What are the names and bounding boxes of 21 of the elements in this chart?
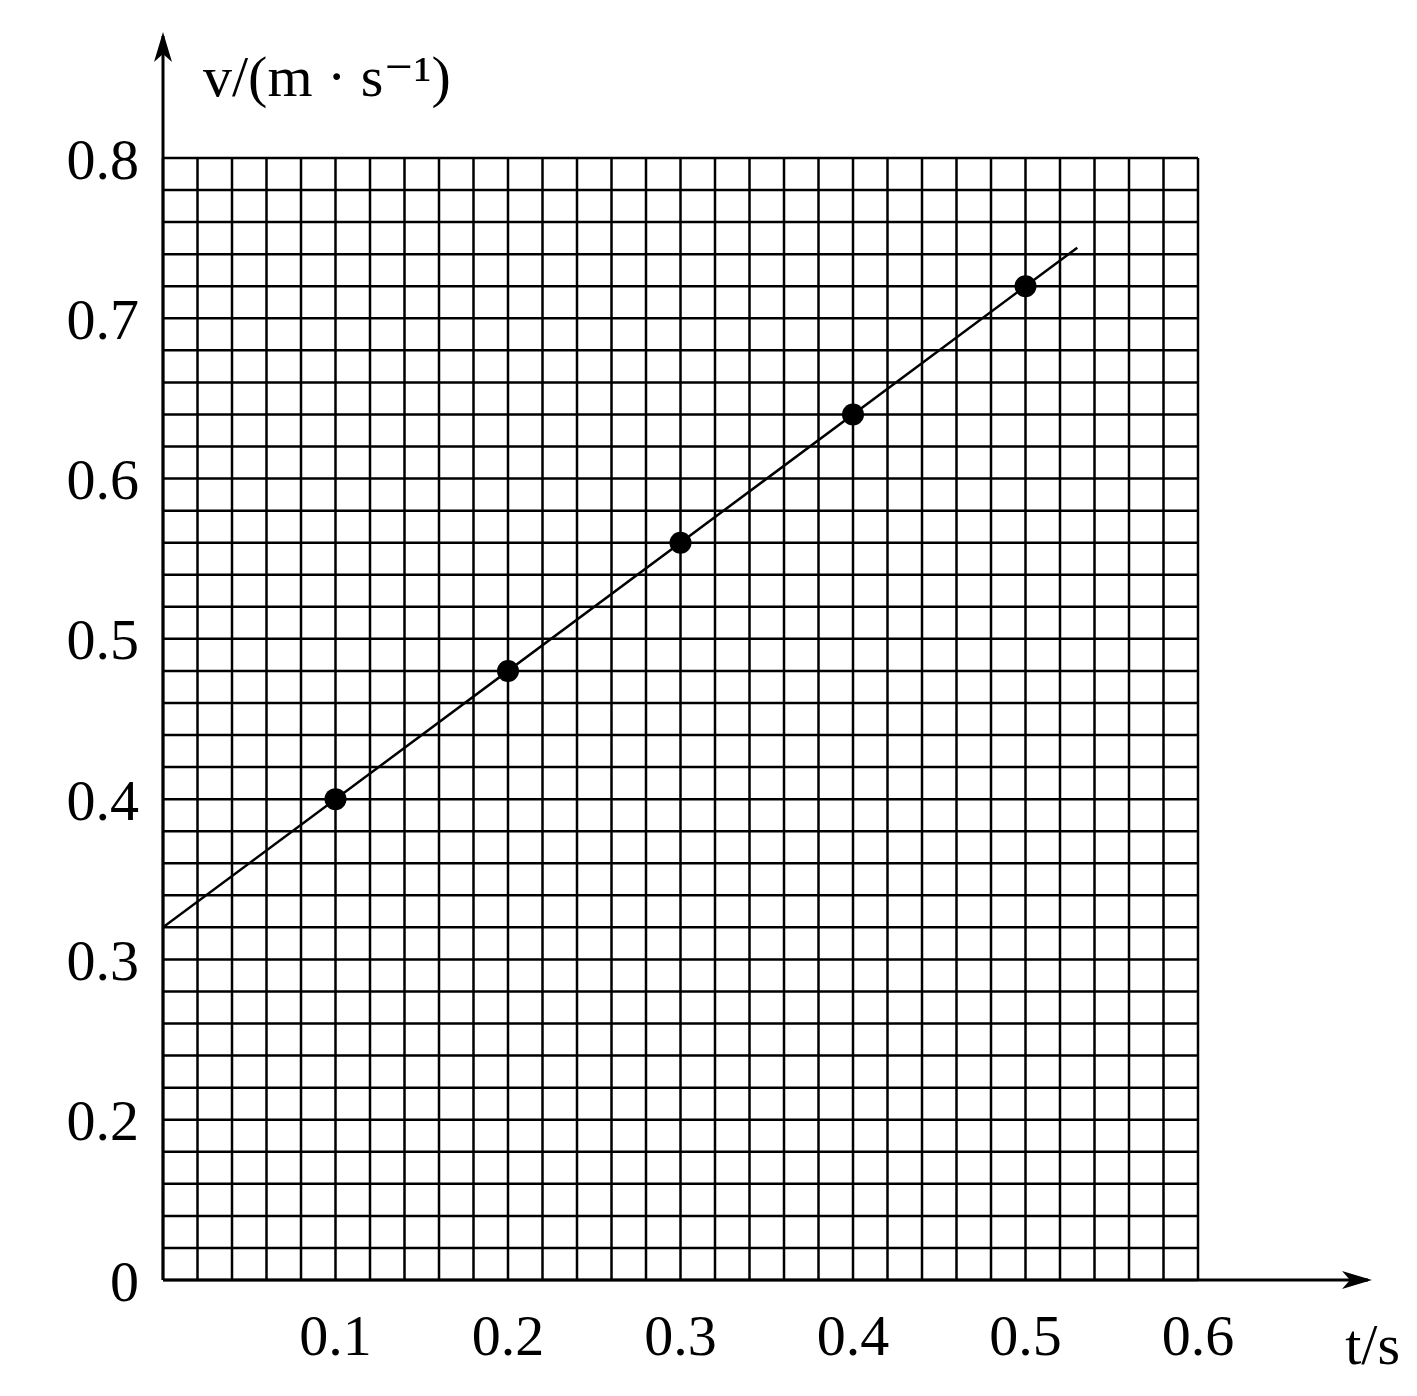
y-tick-label: 0.6 bbox=[66, 447, 139, 513]
y-tick-label: 0.4 bbox=[66, 767, 139, 833]
y-tick-label: 0 bbox=[110, 1248, 139, 1314]
x-tick-label: 0.4 bbox=[816, 1303, 890, 1369]
x-tick-label: 0.1 bbox=[299, 1303, 372, 1369]
x-tick-label: 0.3 bbox=[644, 1303, 717, 1369]
point bbox=[669, 531, 692, 554]
x-tick-label: 0.5 bbox=[989, 1303, 1062, 1369]
point bbox=[842, 403, 864, 426]
point bbox=[1014, 275, 1037, 298]
x-tick-label: 0.2 bbox=[471, 1303, 545, 1369]
y-tick-label: 0.3 bbox=[66, 928, 139, 994]
y-tick-label: 0.7 bbox=[66, 286, 139, 352]
x-tick-label: 0.6 bbox=[1161, 1303, 1235, 1369]
point bbox=[497, 659, 519, 682]
y-tick-label: 0.5 bbox=[66, 607, 139, 673]
y-tick-label: 0.2 bbox=[66, 1088, 139, 1154]
y-axis-title: v/(m · s⁻¹) bbox=[203, 44, 451, 109]
x-axis-title: t/s bbox=[1345, 1312, 1400, 1377]
point bbox=[324, 788, 347, 811]
y-tick-label: 0.8 bbox=[66, 126, 139, 192]
